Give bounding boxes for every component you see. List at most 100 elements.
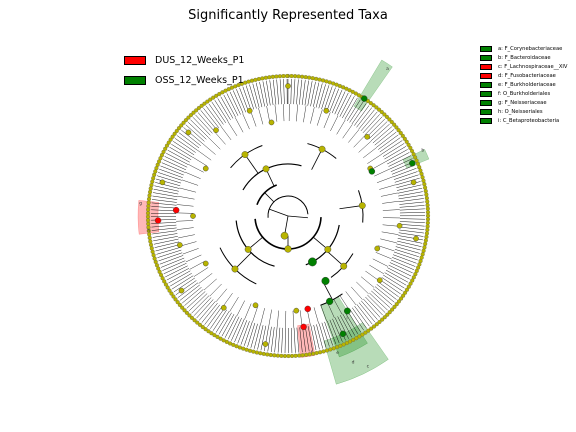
- leaf-node: [211, 95, 216, 100]
- leaf-branch: [240, 321, 250, 345]
- leaf-branch: [157, 249, 182, 258]
- leaf-branch: [160, 165, 184, 176]
- leaf-branch: [358, 109, 375, 130]
- leaf-branch: [389, 158, 413, 170]
- leaf-branch: [158, 172, 182, 181]
- leaf-branch: [368, 121, 388, 139]
- leaf-node: [321, 349, 326, 354]
- leaf-branch: [152, 230, 178, 235]
- leaf-branch: [361, 300, 378, 320]
- node-nonsignificant: [220, 304, 227, 311]
- leaf-branch: [371, 290, 391, 308]
- leaf-branch: [323, 86, 333, 111]
- leaf-branch: [332, 318, 343, 342]
- leaf-branch: [173, 277, 195, 293]
- leaf-branch: [376, 131, 397, 148]
- leaf-node: [263, 75, 268, 80]
- leaf-branch: [156, 178, 181, 187]
- leaf-node: [215, 334, 220, 339]
- genus-branch: [268, 309, 272, 327]
- leaf-node: [377, 107, 382, 112]
- leaf-node: [394, 125, 399, 130]
- leaf-branch: [171, 144, 193, 158]
- leaf-branch: [153, 238, 179, 245]
- leaf-node: [425, 227, 430, 232]
- leaf-node: [146, 218, 151, 223]
- leaf-branch: [346, 99, 361, 122]
- leaf-node: [402, 136, 407, 141]
- leaf-branch: [384, 146, 407, 160]
- leaf-branch: [354, 105, 370, 126]
- node-nonsignificant: [323, 107, 330, 114]
- leaf-branch: [170, 273, 192, 287]
- leaf-node: [369, 326, 374, 331]
- leaf-branch: [318, 84, 326, 109]
- leaf-branch: [182, 286, 202, 304]
- internal-branch: [269, 208, 289, 217]
- taxa-swatch: [480, 72, 492, 79]
- leaf-node: [398, 130, 403, 136]
- clade-label-g: g: [139, 202, 142, 207]
- leaf-branch: [399, 229, 424, 234]
- taxa-swatch: [480, 99, 492, 106]
- leaf-node: [253, 77, 258, 82]
- leaf-branch: [232, 90, 244, 114]
- leaf-branch: [187, 122, 207, 140]
- genus-branch: [234, 117, 244, 133]
- genus-branch: [369, 264, 385, 275]
- leaf-branch: [183, 127, 203, 144]
- leaf-branch: [329, 319, 340, 344]
- leaf-node: [371, 103, 376, 108]
- leaf-branch: [234, 319, 245, 343]
- leaf-branch: [249, 84, 257, 109]
- leaf-branch: [200, 110, 217, 130]
- node-nonsignificant: [185, 129, 192, 136]
- genus-branch: [182, 248, 199, 255]
- leaf-node: [425, 220, 430, 225]
- leaf-node: [398, 296, 404, 301]
- genus-branch: [378, 245, 395, 252]
- leaf-branch: [393, 251, 418, 261]
- leaf-branch: [186, 291, 206, 309]
- leaf-node: [206, 329, 211, 334]
- leaf-node: [424, 192, 429, 197]
- leaf-node: [170, 134, 175, 139]
- genus-branch: [365, 270, 380, 282]
- leaf-node: [151, 253, 156, 258]
- genus-branch: [363, 147, 377, 159]
- leaf-branch: [326, 87, 336, 112]
- leaf-node: [423, 189, 428, 194]
- leaf-node: [379, 109, 384, 115]
- leaf-node: [202, 101, 207, 106]
- leaf-branch: [398, 194, 424, 200]
- root-arc: [267, 195, 309, 218]
- leaf-node: [392, 122, 397, 127]
- internal-branch: [287, 215, 308, 219]
- genus-branch: [348, 129, 360, 143]
- leaf-branch: [277, 327, 281, 353]
- leaf-node: [310, 76, 315, 81]
- leaf-branch: [231, 317, 242, 341]
- leaf-node: [168, 137, 173, 142]
- leaf-branch: [217, 98, 231, 120]
- genus-branch: [202, 143, 216, 155]
- node-nonsignificant: [246, 107, 253, 114]
- leaf-node: [150, 249, 155, 254]
- leaf-branch: [224, 315, 237, 338]
- leaf-node: [401, 293, 406, 298]
- legend-item-oss: OSS_12_Weeks_P1: [124, 72, 244, 88]
- node-nonsignificant: [202, 260, 209, 267]
- leaf-node: [423, 238, 428, 243]
- leaf-node: [360, 332, 365, 337]
- leaf-branch: [370, 123, 390, 142]
- leaf-branch: [342, 313, 356, 336]
- leaf-branch: [369, 292, 388, 311]
- leaf-node: [256, 77, 261, 82]
- leaf-branch: [296, 327, 300, 353]
- leaf-node: [251, 349, 256, 354]
- leaf-branch: [166, 268, 190, 281]
- leaf-node: [371, 324, 377, 329]
- node-nonsignificant: [262, 341, 269, 347]
- leaf-node: [196, 106, 201, 111]
- leaf-node: [356, 93, 362, 98]
